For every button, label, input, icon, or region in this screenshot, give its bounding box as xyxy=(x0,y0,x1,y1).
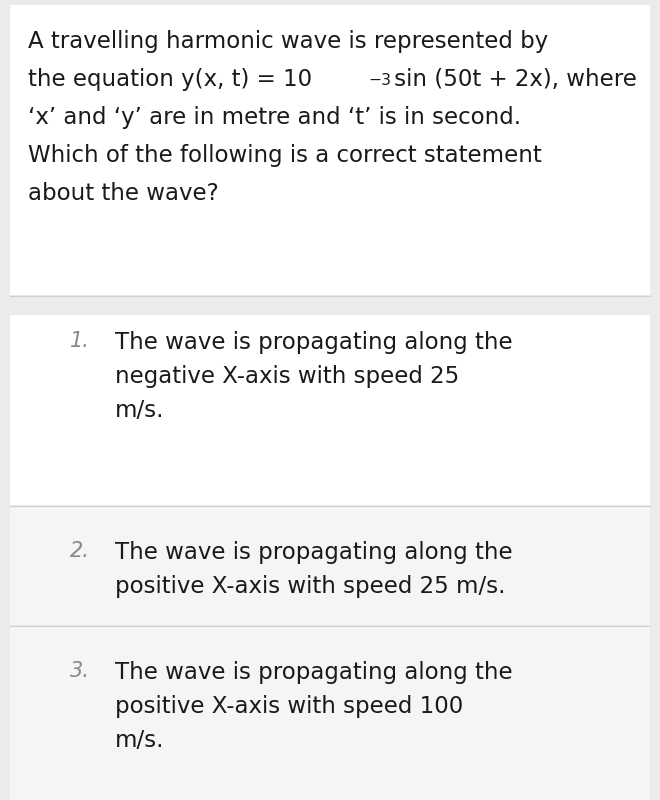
Text: The wave is propagating along the: The wave is propagating along the xyxy=(115,331,513,354)
Text: m/s.: m/s. xyxy=(115,399,164,422)
Text: Which of the following is a correct statement: Which of the following is a correct stat… xyxy=(28,144,542,167)
Text: 2.: 2. xyxy=(70,541,90,561)
Bar xyxy=(10,507,650,625)
Text: −3: −3 xyxy=(368,73,391,88)
Text: positive X-axis with speed 100: positive X-axis with speed 100 xyxy=(115,695,463,718)
Bar xyxy=(10,627,650,800)
Bar xyxy=(10,5,650,295)
Text: the equation y(x, t) = 10: the equation y(x, t) = 10 xyxy=(28,68,312,91)
Text: negative X-axis with speed 25: negative X-axis with speed 25 xyxy=(115,365,459,388)
Text: about the wave?: about the wave? xyxy=(28,182,218,205)
Text: ‘x’ and ‘y’ are in metre and ‘t’ is in second.: ‘x’ and ‘y’ are in metre and ‘t’ is in s… xyxy=(28,106,521,129)
Text: The wave is propagating along the: The wave is propagating along the xyxy=(115,661,513,684)
Text: The wave is propagating along the: The wave is propagating along the xyxy=(115,541,513,564)
Text: A travelling harmonic wave is represented by: A travelling harmonic wave is represente… xyxy=(28,30,548,53)
Text: positive X-axis with speed 25 m/s.: positive X-axis with speed 25 m/s. xyxy=(115,575,506,598)
Text: m/s.: m/s. xyxy=(115,729,164,752)
Bar xyxy=(10,315,650,505)
Text: 1.: 1. xyxy=(70,331,90,351)
Text: sin (50t + 2x), where: sin (50t + 2x), where xyxy=(387,68,637,91)
Text: 3.: 3. xyxy=(70,661,90,681)
